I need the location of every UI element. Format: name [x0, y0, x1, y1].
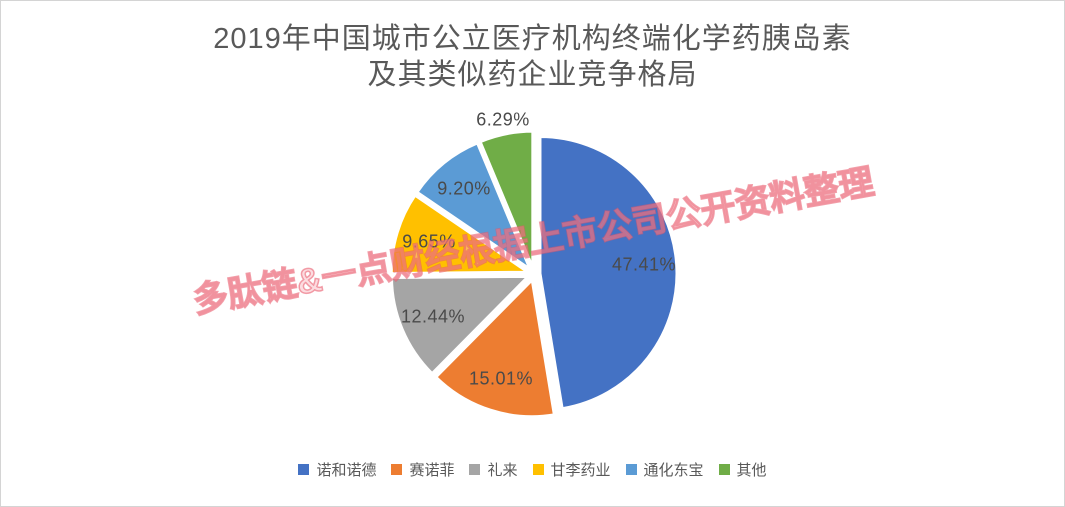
chart-title-line1: 2019年中国城市公立医疗机构终端化学药胰岛素 [213, 23, 852, 55]
legend-label: 礼来 [487, 462, 518, 479]
legend: 诺和诺德 赛诺菲 礼来 甘李药业 通化东宝 其他 [1, 459, 1064, 480]
legend-item-甘李药业[interactable]: 甘李药业 [532, 459, 611, 480]
legend-item-礼来[interactable]: 礼来 [469, 459, 518, 480]
legend-swatch-icon [625, 464, 637, 475]
legend-swatch-icon [718, 464, 730, 475]
pie-slice-甘李药业[interactable] [389, 193, 534, 275]
pie-slice-诺和诺德[interactable] [538, 135, 679, 411]
slice-label-其他: 6.29% [476, 109, 530, 130]
chart-title: 2019年中国城市公立医疗机构终端化学药胰岛素 及其类似药企业竞争格局 [1, 21, 1064, 93]
legend-item-诺和诺德[interactable]: 诺和诺德 [298, 459, 376, 480]
slice-label-诺和诺德: 47.41% [611, 254, 677, 275]
legend-swatch-icon [532, 464, 544, 475]
legend-item-其他[interactable]: 其他 [718, 459, 767, 480]
slice-label-礼来: 12.44% [400, 306, 466, 327]
legend-swatch-icon [391, 464, 403, 475]
legend-label: 通化东宝 [643, 462, 704, 479]
chart-title-line2: 及其类似药企业竞争格局 [367, 59, 698, 91]
legend-label: 诺和诺德 [316, 462, 377, 479]
pie-slice-赛诺菲[interactable] [433, 276, 557, 419]
legend-item-赛诺菲[interactable]: 赛诺菲 [391, 459, 454, 480]
pie-slice-其他[interactable] [478, 129, 535, 269]
legend-label: 其他 [736, 462, 767, 479]
legend-label: 甘李药业 [550, 462, 611, 479]
pie-slice-通化东宝[interactable] [414, 140, 534, 274]
slice-label-通化东宝: 9.20% [437, 178, 491, 199]
legend-item-通化东宝[interactable]: 通化东宝 [625, 459, 704, 480]
pie-slice-礼来[interactable] [389, 274, 533, 376]
legend-label: 赛诺菲 [409, 462, 455, 479]
slice-label-赛诺菲: 15.01% [468, 368, 534, 389]
legend-swatch-icon [469, 464, 481, 475]
legend-swatch-icon [298, 464, 310, 475]
slice-label-甘李药业: 9.65% [402, 231, 456, 252]
